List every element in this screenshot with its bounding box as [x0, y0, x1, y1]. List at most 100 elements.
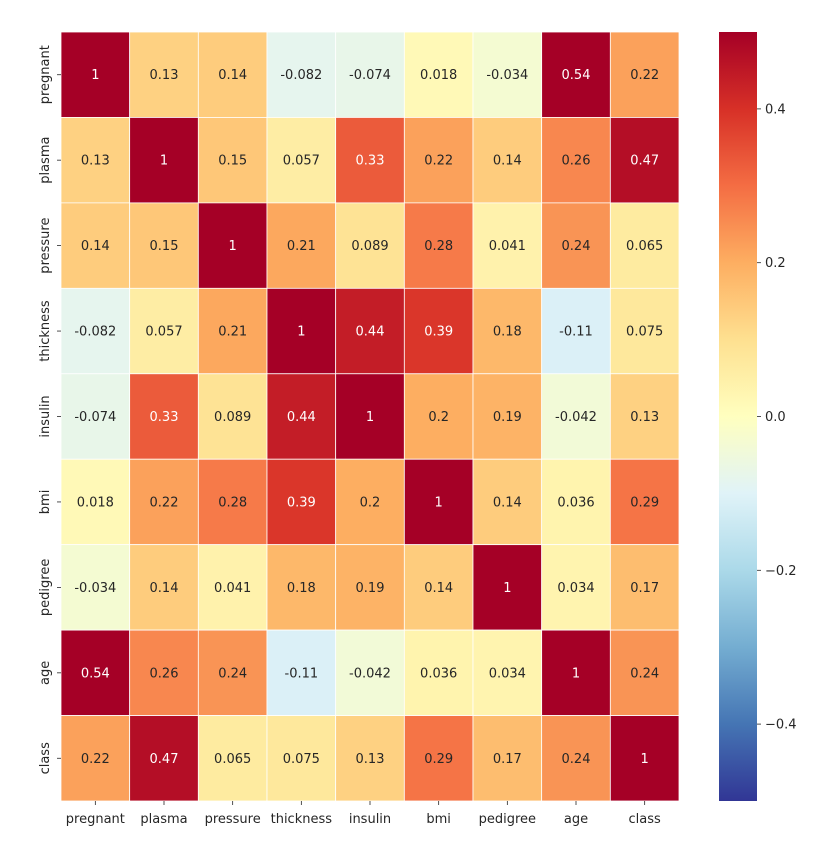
cell-value-label: 0.089	[214, 410, 251, 425]
heatmap-cell-pregnant-age	[541, 31, 611, 118]
heatmap-cell-pressure-pressure	[197, 202, 268, 289]
cell-value-label: 0.034	[557, 581, 594, 596]
cell-value-label: 1	[229, 239, 237, 254]
colorbar-tick-label: 0.4	[765, 102, 786, 117]
y-axis-tick-labels: pregnant plasma pressure thickness insulin bm…	[38, 45, 61, 774]
heatmap-cell-pressure-insulin	[335, 202, 405, 289]
cell-value-label: 0.54	[562, 68, 591, 83]
heatmap-cell-bmi-age	[541, 458, 611, 546]
cell-value-label: 0.13	[630, 410, 659, 425]
y-tick-label-pregnant: pregnant	[38, 45, 53, 104]
cell-value-label: 0.44	[356, 325, 385, 340]
x-axis-tick-labels: pregnant plasma pressure thickness insulin bm…	[66, 801, 661, 827]
cell-value-label: 0.54	[81, 666, 110, 681]
heatmap-cell-pregnant-pressure	[197, 31, 268, 118]
heatmap-cell-bmi-plasma	[129, 458, 199, 546]
heatmap-cell-thickness-class	[609, 287, 680, 375]
cell-value-label: 0.13	[150, 68, 179, 83]
x-tick-label-class: class	[629, 812, 661, 827]
colorbar-tick-label: −0.4	[765, 718, 797, 733]
heatmap-cell-thickness-pregnant	[60, 287, 131, 375]
x-tick-label-age: age	[564, 812, 588, 827]
cell-value-label: -0.074	[349, 68, 391, 83]
y-tick-label-thickness: thickness	[38, 300, 53, 362]
cell-value-label: 0.17	[630, 581, 659, 596]
cell-value-label: -0.11	[285, 666, 319, 681]
heatmap-cell-pregnant-insulin	[335, 31, 405, 118]
heatmap-cell-age-insulin	[335, 629, 405, 716]
x-tick-label-bmi: bmi	[426, 812, 451, 827]
cell-value-label: 0.089	[351, 239, 388, 254]
cell-value-label: 0.28	[218, 495, 247, 510]
heatmap-cell-pregnant-pregnant	[60, 31, 131, 118]
cell-value-label: 0.018	[420, 68, 457, 83]
heatmap-cell-pregnant-thickness	[266, 31, 337, 118]
colorbar-tick-label: 0.2	[765, 256, 786, 271]
cell-value-label: 1	[503, 581, 511, 596]
heatmap-cell-bmi-insulin	[335, 458, 405, 546]
cell-value-label: 0.29	[630, 495, 659, 510]
heatmap-cells: 1 0.13 0.14 -0.082 -0.074 0.018 -0.034 0.54 0.22…	[60, 31, 680, 802]
heatmap-cell-class-insulin	[335, 715, 405, 802]
heatmap-cell-bmi-thickness	[266, 458, 337, 546]
heatmap-cell-class-plasma	[129, 715, 199, 802]
heatmap-cell-thickness-age	[541, 287, 611, 375]
heatmap-cell-insulin-bmi	[403, 373, 474, 460]
cell-value-label: 0.14	[150, 581, 179, 596]
y-tick-label-insulin: insulin	[38, 395, 53, 437]
cell-value-label: 0.14	[218, 68, 247, 83]
cell-value-label: -0.042	[349, 666, 391, 681]
cell-value-label: 0.14	[81, 239, 110, 254]
colorbar-tick-label: 0.0	[765, 410, 786, 425]
heatmap-cell-plasma-thickness	[266, 117, 337, 204]
colorbar-tick-label: −0.2	[765, 564, 797, 579]
cell-value-label: 0.057	[283, 154, 320, 169]
x-tick-label-insulin: insulin	[349, 812, 391, 827]
cell-value-label: 0.24	[630, 666, 659, 681]
cell-value-label: 1	[366, 410, 374, 425]
cell-value-label: 0.22	[424, 154, 453, 169]
heatmap-cell-pregnant-plasma	[129, 31, 199, 118]
cell-value-label: 0.22	[150, 495, 179, 510]
cell-value-label: 0.19	[493, 410, 522, 425]
x-tick-label-thickness: thickness	[271, 812, 333, 827]
cell-value-label: 0.22	[630, 68, 659, 83]
heatmap-cell-age-pregnant	[60, 629, 131, 716]
cell-value-label: 0.036	[557, 495, 594, 510]
cell-value-label: 0.47	[150, 752, 179, 767]
cell-value-label: 0.18	[287, 581, 316, 596]
cell-value-label: 0.33	[356, 154, 385, 169]
cell-value-label: -0.034	[486, 68, 528, 83]
y-tick-label-pedigree: pedigree	[38, 559, 53, 616]
cell-value-label: 0.44	[287, 410, 316, 425]
heatmap-cell-pressure-pedigree	[472, 202, 543, 289]
heatmap-cell-pressure-plasma	[129, 202, 199, 289]
cell-value-label: 0.065	[214, 752, 251, 767]
cell-value-label: 0.018	[77, 495, 114, 510]
cell-value-label: 0.13	[81, 154, 110, 169]
heatmap-cell-bmi-pregnant	[60, 458, 131, 546]
cell-value-label: 0.17	[493, 752, 522, 767]
cell-value-label: -0.11	[559, 325, 593, 340]
cell-value-label: 1	[572, 666, 580, 681]
cell-value-label: 0.15	[150, 239, 179, 254]
heatmap-cell-pressure-thickness	[266, 202, 337, 289]
cell-value-label: 0.19	[356, 581, 385, 596]
heatmap-cell-insulin-thickness	[266, 373, 337, 460]
y-tick-label-bmi: bmi	[38, 490, 53, 515]
cell-value-label: 0.036	[420, 666, 457, 681]
heatmap-cell-pressure-class	[609, 202, 680, 289]
heatmap-cell-pedigree-pregnant	[60, 544, 131, 631]
heatmap-cell-class-bmi	[403, 715, 474, 802]
cell-value-label: -0.034	[74, 581, 116, 596]
cell-value-label: 0.24	[562, 239, 591, 254]
heatmap-cell-age-class	[609, 629, 680, 716]
heatmap-cell-plasma-class	[609, 117, 680, 204]
heatmap-cell-pedigree-plasma	[129, 544, 199, 631]
heatmap-cell-plasma-bmi	[403, 117, 474, 204]
heatmap-cell-insulin-pressure	[197, 373, 268, 460]
cell-value-label: 0.22	[81, 752, 110, 767]
colorbar: 0.4 0.2 0.0 −0.2 −0.4	[719, 32, 797, 801]
y-tick-label-pressure: pressure	[38, 218, 53, 274]
